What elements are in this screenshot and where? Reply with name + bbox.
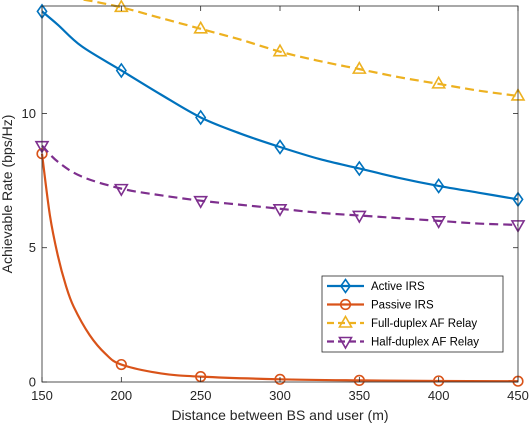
x-tick-label: 300 (269, 388, 291, 403)
legend-label: Full-duplex AF Relay (371, 318, 477, 330)
legend-swatch-marker (338, 336, 353, 350)
x-tick-label: 350 (348, 388, 370, 403)
legend-swatch-marker (339, 298, 352, 311)
legend-entry: Passive IRS (327, 298, 434, 312)
data-point (353, 374, 365, 386)
legend: Active IRS Passive IRS Full-duplex AF Rela… (321, 275, 504, 353)
legend-entry: Full-duplex AF Relay (327, 314, 477, 330)
data-point (431, 75, 447, 89)
data-point (115, 358, 127, 371)
data-point (433, 178, 445, 194)
x-axis-label: Distance between BS and user (m) (171, 407, 388, 423)
legend-label: Half-duplex AF Relay (371, 337, 479, 349)
data-point (272, 203, 288, 217)
y-tick-label: 0 (29, 375, 36, 390)
legend-label: Active IRS (371, 281, 425, 293)
data-point (351, 61, 367, 74)
data-point (274, 373, 286, 385)
data-point (193, 195, 209, 209)
x-tick-label: 250 (190, 388, 212, 403)
data-point (353, 160, 365, 177)
data-point (272, 43, 288, 57)
y-tick-label: 5 (29, 240, 36, 255)
legend-swatch-marker (338, 314, 353, 328)
legend-label: Passive IRS (371, 300, 434, 312)
x-tick-label: 450 (507, 388, 529, 403)
data-point (431, 216, 447, 229)
x-tick-label: 400 (428, 388, 450, 403)
x-tick-label: 200 (110, 388, 132, 403)
y-tick-label: 10 (22, 106, 36, 121)
y-axis-label: Achievable Rate (bps/Hz) (0, 115, 15, 274)
legend-entry: Active IRS (327, 278, 425, 294)
legend-box (321, 275, 504, 353)
x-tick-label: 150 (31, 388, 53, 403)
data-point (115, 62, 127, 79)
data-point (351, 210, 367, 224)
data-point (113, 183, 129, 197)
data-point (193, 20, 209, 34)
data-point (433, 375, 445, 387)
series-line (79, 0, 519, 98)
series-3 (34, 140, 526, 233)
data-point (195, 109, 207, 126)
legend-entry: Half-duplex AF Relay (327, 336, 479, 350)
data-point (274, 139, 286, 155)
legend-swatch-marker (339, 278, 352, 294)
ticks-layer: 150 200 250 300 350 400 450 0 5 10 (22, 6, 529, 403)
